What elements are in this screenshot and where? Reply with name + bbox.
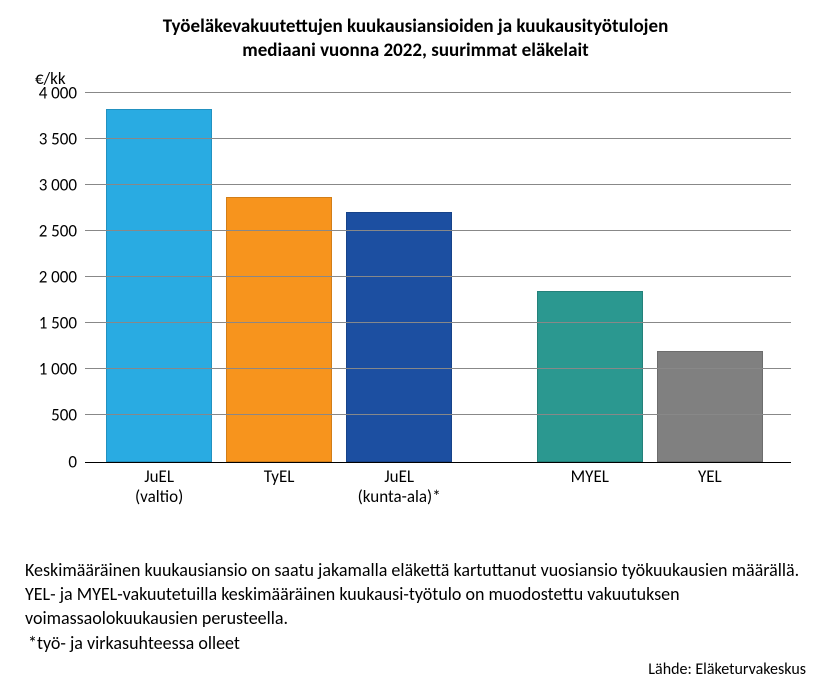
gridline xyxy=(85,414,791,415)
footnote-text: Keskimääräinen kuukausiansio on saatu ja… xyxy=(20,558,811,631)
y-tick-label: 500 xyxy=(51,405,77,426)
y-tick-label: 3 500 xyxy=(39,128,77,149)
gridline xyxy=(85,322,791,323)
chart-title-line1: Työeläkevakuutettujen kuukausiansioiden … xyxy=(163,15,669,38)
y-tick-label: 2 500 xyxy=(39,220,77,241)
source-label: Lähde: Eläketurvakeskus xyxy=(20,660,811,679)
x-tick-label: JuEL (kunta-ala)* xyxy=(346,467,452,508)
x-tick-label: JuEL (valtio) xyxy=(106,467,212,508)
y-tick-label: 1 500 xyxy=(39,313,77,334)
bar xyxy=(106,109,212,461)
x-tick-label: TyEL xyxy=(226,467,332,487)
gridline xyxy=(85,184,791,185)
gridline xyxy=(85,230,791,231)
chart-title: Työeläkevakuutettujen kuukausiansioiden … xyxy=(20,15,811,63)
x-tick-label: YEL xyxy=(657,467,763,487)
gridline xyxy=(85,368,791,369)
bar xyxy=(346,212,452,461)
y-tick-label: 0 xyxy=(68,451,77,472)
y-tick-label: 1 000 xyxy=(39,359,77,380)
y-tick-label: 2 000 xyxy=(39,267,77,288)
bar xyxy=(537,291,643,462)
bar xyxy=(226,197,332,462)
x-tick-label: MYEL xyxy=(537,467,643,487)
y-tick-label: 4 000 xyxy=(39,82,77,103)
footnote-sub: *työ- ja virkasuhteessa olleet xyxy=(20,632,811,654)
gridline xyxy=(85,92,791,93)
gridline xyxy=(85,276,791,277)
gridline xyxy=(85,138,791,139)
chart-title-line2: mediaani vuonna 2022, suurimmat eläkelai… xyxy=(242,39,588,62)
bars-container xyxy=(85,93,791,462)
chart-area: €/kk 05001 0001 5002 0002 5003 0003 5004… xyxy=(85,73,791,503)
plot-region: 05001 0001 5002 0002 5003 0003 5004 000J… xyxy=(85,93,791,463)
y-tick-label: 3 000 xyxy=(39,174,77,195)
